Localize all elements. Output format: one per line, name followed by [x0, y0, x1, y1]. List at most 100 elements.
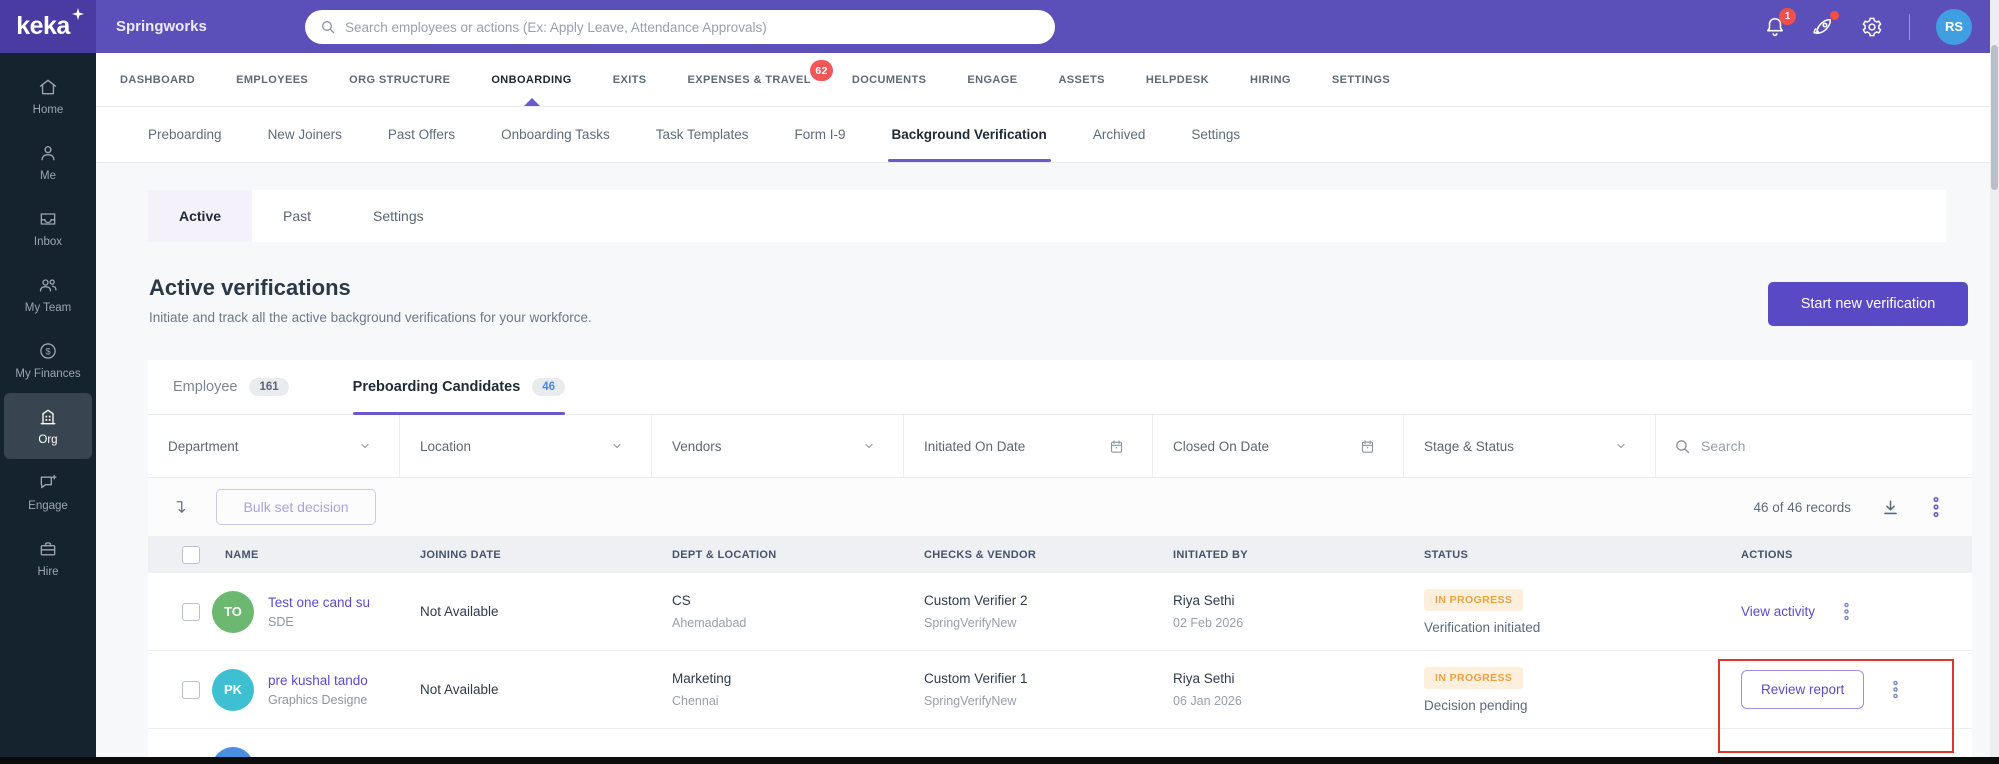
- status-badge: IN PROGRESS: [1424, 756, 1524, 757]
- col-joining-date: JOINING DATE: [420, 548, 502, 561]
- stage-text: Decision pending: [1424, 697, 1528, 713]
- sidebar-item-org[interactable]: Org: [4, 393, 92, 459]
- subnav-past-offers[interactable]: Past Offers: [387, 127, 456, 142]
- col-name: NAME: [225, 548, 259, 561]
- subnav-form-i9[interactable]: Form I-9: [794, 127, 846, 142]
- onboarding-sub-nav: Preboarding New Joiners Past Offers Onbo…: [96, 107, 1990, 163]
- view-activity-link[interactable]: View activity: [1741, 604, 1816, 619]
- sidebar-item-home[interactable]: Home: [0, 63, 96, 129]
- nav-engage[interactable]: ENGAGE: [967, 73, 1018, 86]
- tab-preboarding-count: 46: [532, 378, 566, 396]
- table-search[interactable]: [1656, 415, 1972, 477]
- row-checkbox[interactable]: [182, 602, 200, 621]
- sidebar-label: Inbox: [33, 235, 63, 248]
- person-icon: [38, 143, 58, 163]
- sidebar-item-hire[interactable]: Hire: [0, 525, 96, 591]
- status-badge: IN PROGRESS: [1424, 588, 1524, 611]
- candidate-role: Graphics Designe: [268, 692, 368, 707]
- nav-helpdesk[interactable]: HELPDESK: [1145, 73, 1209, 86]
- candidate-name-link[interactable]: pre kushal tando: [268, 672, 368, 688]
- page-scrollbar[interactable]: [1990, 0, 1999, 764]
- tab-active[interactable]: Active: [148, 190, 253, 242]
- filter-label: Vendors: [672, 438, 722, 454]
- subnav-new-joiners[interactable]: New Joiners: [267, 127, 342, 142]
- sidebar-item-my-team[interactable]: My Team: [0, 261, 96, 327]
- whats-new-dot: [1830, 11, 1839, 20]
- nav-employees[interactable]: EMPLOYEES: [236, 73, 309, 86]
- user-avatar[interactable]: RS: [1936, 8, 1972, 45]
- sidebar-label: Org: [38, 433, 58, 446]
- notifications-bell-icon[interactable]: 1: [1764, 7, 1796, 38]
- nav-assets[interactable]: ASSETS: [1058, 73, 1105, 86]
- chevron-down-icon: [1615, 440, 1627, 452]
- sidebar-label: Me: [40, 169, 56, 182]
- nav-settings[interactable]: SETTINGS: [1331, 73, 1391, 86]
- review-report-button[interactable]: Review report: [1741, 670, 1865, 709]
- sidebar-item-inbox[interactable]: Inbox: [0, 195, 96, 261]
- row-kebab-icon[interactable]: [1890, 678, 1901, 701]
- candidate-name-link[interactable]: Test one cand su: [268, 594, 371, 610]
- subnav-task-templates[interactable]: Task Templates: [655, 127, 749, 142]
- scrollbar-thumb[interactable]: [1991, 45, 1998, 190]
- row-kebab-icon[interactable]: [1841, 600, 1852, 623]
- nav-dashboard[interactable]: DASHBOARD: [120, 73, 196, 86]
- filter-department[interactable]: Department: [148, 415, 400, 477]
- nav-documents[interactable]: DOCUMENTS: [851, 73, 927, 86]
- sidebar-label: My Team: [24, 301, 72, 314]
- tab-preboarding-candidates[interactable]: Preboarding Candidates 46: [352, 360, 566, 415]
- nav-org-structure[interactable]: ORG STRUCTURE: [349, 73, 451, 86]
- verifications-card: Employee 161 Preboarding Candidates 46 D…: [148, 360, 1972, 757]
- keka-logo: keka: [0, 0, 96, 53]
- toolbar-kebab-icon[interactable]: [1930, 494, 1942, 520]
- org-building-icon: [38, 407, 58, 427]
- filter-location[interactable]: Location: [400, 415, 652, 477]
- subnav-archived[interactable]: Archived: [1092, 127, 1146, 142]
- filter-stage-status[interactable]: Stage & Status: [1404, 415, 1656, 477]
- subnav-settings[interactable]: Settings: [1191, 127, 1241, 142]
- global-search-input[interactable]: [345, 19, 1040, 35]
- avatar: [212, 746, 254, 757]
- nav-expenses-travel[interactable]: EXPENSES & TRAVEL 62: [688, 53, 833, 106]
- sidebar-label: Hire: [37, 565, 59, 578]
- tab-employee-count: 161: [249, 378, 289, 396]
- department: Marketing: [672, 671, 732, 686]
- records-count: 46 of 46 records: [1753, 499, 1851, 515]
- bulk-set-decision-button[interactable]: Bulk set decision: [216, 489, 376, 525]
- filter-label: Department: [168, 438, 239, 454]
- team-icon: [38, 275, 58, 295]
- sidebar-item-my-finances[interactable]: $ My Finances: [0, 327, 96, 393]
- filter-vendors[interactable]: Vendors: [652, 415, 904, 477]
- nav-exits[interactable]: EXITS: [612, 73, 647, 86]
- topbar: keka Springworks 1 RS: [0, 0, 1990, 53]
- engage-chat-icon: [38, 473, 58, 493]
- select-all-checkbox[interactable]: [182, 545, 200, 564]
- download-icon[interactable]: [1879, 496, 1902, 519]
- tab-past[interactable]: Past: [283, 208, 312, 224]
- sidebar-item-me[interactable]: Me: [0, 129, 96, 195]
- row-checkbox[interactable]: [182, 680, 200, 699]
- sort-icon[interactable]: [172, 498, 190, 516]
- subnav-preboarding[interactable]: Preboarding: [148, 127, 222, 142]
- initiated-date: 06 Jan 2026: [1173, 694, 1242, 708]
- subnav-onboarding-tasks[interactable]: Onboarding Tasks: [501, 127, 610, 142]
- content-area: Active Past Settings Active verification…: [96, 163, 1990, 757]
- calendar-icon: [1109, 439, 1124, 454]
- tab-settings[interactable]: Settings: [373, 208, 424, 224]
- inbox-icon: [38, 209, 58, 229]
- keka-logo-text: keka: [16, 12, 70, 40]
- whats-new-rocket-icon[interactable]: [1812, 11, 1839, 38]
- nav-hiring[interactable]: HIRING: [1249, 73, 1291, 86]
- check-name: Custom Verifier 1: [924, 671, 1028, 686]
- nav-onboarding[interactable]: ONBOARDING: [491, 53, 571, 106]
- vendor-name: SpringVerifyNew: [924, 694, 1017, 708]
- filter-closed-on-date[interactable]: Closed On Date: [1153, 415, 1404, 477]
- subnav-background-verification[interactable]: Background Verification: [887, 107, 1052, 162]
- table-search-input[interactable]: [1701, 438, 1901, 454]
- start-new-verification-button[interactable]: Start new verification: [1768, 282, 1968, 326]
- filter-initiated-on-date[interactable]: Initiated On Date: [904, 415, 1153, 477]
- tab-employee[interactable]: Employee 161: [173, 360, 289, 415]
- sidebar-item-engage[interactable]: Engage: [0, 459, 96, 525]
- filter-label: Stage & Status: [1424, 438, 1515, 454]
- settings-gear-icon[interactable]: [1861, 16, 1883, 38]
- global-search[interactable]: [305, 10, 1055, 44]
